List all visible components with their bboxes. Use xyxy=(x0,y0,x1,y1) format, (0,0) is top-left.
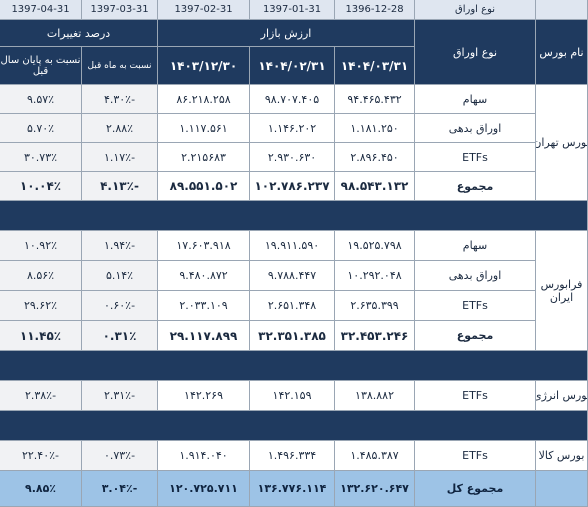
value-col-2-cell: ۳۲.۳۵۱.۳۸۵ xyxy=(250,321,335,351)
exchange-name-farabourse: فرابورس ایران xyxy=(536,231,588,351)
month-change-cell: ۵.۱۴٪ xyxy=(82,261,158,291)
security-type-cell: سهام xyxy=(415,231,536,261)
value-col-1-cell: ۲.۸۹۶.۴۵۰ xyxy=(335,143,415,172)
security-type-cell: ETFs xyxy=(415,291,536,321)
grand-total-y: ۹.۸۵٪ xyxy=(0,471,82,507)
value-col-3-cell: ۱۷.۶۰۳.۹۱۸ xyxy=(158,231,250,261)
month-change-cell: -۰.۶۰٪ xyxy=(82,291,158,321)
value-col-3-cell: ۹.۴۸۰.۸۷۲ xyxy=(158,261,250,291)
value-col-3-cell: ۱.۹۱۴.۰۴۰ xyxy=(158,441,250,471)
grand-total-v2: ۱۳۶.۷۷۶.۱۱۴ xyxy=(250,471,335,507)
grand-total-v3: ۱۲۰.۷۲۵.۷۱۱ xyxy=(158,471,250,507)
value-col-3-cell: ۸۶.۲۱۸.۲۵۸ xyxy=(158,85,250,114)
value-col-2-cell: ۹.۷۸۸.۴۴۷ xyxy=(250,261,335,291)
month-change-cell: -۱.۱۷٪ xyxy=(82,143,158,172)
section-divider xyxy=(0,351,588,381)
grand-total-v1: ۱۳۲.۶۲۰.۶۴۷ xyxy=(335,471,415,507)
value-col-2-cell: ۲.۹۳۰.۶۳۰ xyxy=(250,143,335,172)
year-change-cell: ۹.۵۷٪ xyxy=(0,85,82,114)
value-col-1-cell: ۱.۴۸۵.۳۸۷ xyxy=(335,441,415,471)
value-col-2-cell: ۱۰۲.۷۸۶.۲۳۷ xyxy=(250,172,335,201)
exchange-name-energy: بورس انرژی xyxy=(536,381,588,411)
security-type-cell: مجموع xyxy=(415,321,536,351)
year-change-cell: ۲۹.۶۲٪ xyxy=(0,291,82,321)
change-pct-header: درصد تغییرات xyxy=(0,20,158,47)
value-col-1-cell: ۱۹.۵۲۵.۷۹۸ xyxy=(335,231,415,261)
date-col-3: ۱۴۰۳/۱۲/۳۰ xyxy=(158,47,250,85)
value-col-3-cell: ۱۴۲.۲۶۹ xyxy=(158,381,250,411)
year-change-cell: ۱۰.۹۲٪ xyxy=(0,231,82,261)
value-col-1-cell: ۹۴.۴۶۵.۴۳۲ xyxy=(335,85,415,114)
value-col-2-cell: ۱.۴۹۶.۳۳۴ xyxy=(250,441,335,471)
month-change-cell: -۲.۳۱٪ xyxy=(82,381,158,411)
year-change-cell: ۱۰.۰۴٪ xyxy=(0,172,82,201)
vs-prev-month-header: نسبت به ماه قبل xyxy=(82,47,158,85)
security-type-cell: اوراق بدهی xyxy=(415,261,536,291)
vs-prev-year-header: نسبت به پایان سال قبل xyxy=(0,47,82,85)
security-type-cell: مجموع xyxy=(415,172,536,201)
value-col-2-cell: ۱۹.۹۱۱.۵۹۰ xyxy=(250,231,335,261)
value-col-1-cell: ۱۳۸.۸۸۲ xyxy=(335,381,415,411)
grand-total-m: -۳.۰۴٪ xyxy=(82,471,158,507)
value-col-3-cell: ۲.۲۱۵۶۸۳ xyxy=(158,143,250,172)
month-change-cell: ۲.۸۸٪ xyxy=(82,114,158,143)
section-divider xyxy=(0,201,588,231)
year-change-cell: ۵.۷۰٪ xyxy=(0,114,82,143)
month-change-cell: -۴.۳۰٪ xyxy=(82,85,158,114)
section-divider xyxy=(0,411,588,441)
grand-total-blank xyxy=(536,471,588,507)
value-col-1-cell: ۳۲.۴۵۳.۲۴۶ xyxy=(335,321,415,351)
header-type-label: نوع اوراق xyxy=(415,0,536,20)
date-col-2: ۱۴۰۴/۰۲/۳۱ xyxy=(250,47,335,85)
value-col-3-cell: ۲۹.۱۱۷.۸۹۹ xyxy=(158,321,250,351)
year-change-cell: -۲.۳۸٪ xyxy=(0,381,82,411)
value-col-3-cell: ۸۹.۵۵۱.۵۰۲ xyxy=(158,172,250,201)
value-col-2-cell: ۹۸.۷۰۷.۴۰۵ xyxy=(250,85,335,114)
month-change-cell: -۴.۱۳٪ xyxy=(82,172,158,201)
market-value-header: ارزش بازار xyxy=(158,20,415,47)
value-col-2-cell: ۱.۱۴۶.۲۰۲ xyxy=(250,114,335,143)
security-type-cell: اوراق بدهی xyxy=(415,114,536,143)
year-change-cell: ۸.۵۶٪ xyxy=(0,261,82,291)
value-col-1-cell: ۲.۶۳۵.۳۹۹ xyxy=(335,291,415,321)
exchange-name-kala: بورس کالا xyxy=(536,441,588,471)
value-col-1-cell: ۱۰.۲۹۲.۰۴۸ xyxy=(335,261,415,291)
year-change-cell: ۱۱.۴۵٪ xyxy=(0,321,82,351)
year-change-cell: ۳۰.۷۳٪ xyxy=(0,143,82,172)
header-date-1: 1397-04-31 xyxy=(0,0,82,20)
value-col-2-cell: ۱۴۲.۱۵۹ xyxy=(250,381,335,411)
header-date-2: 1397-03-31 xyxy=(82,0,158,20)
month-change-cell: -۱.۹۴٪ xyxy=(82,231,158,261)
value-col-1-cell: ۱.۱۸۱.۲۵۰ xyxy=(335,114,415,143)
exchange-name-tehran: بورس تهران xyxy=(536,85,588,201)
header-date-3: 1397-02-31 xyxy=(158,0,250,20)
header-date-4: 1397-01-31 xyxy=(250,0,335,20)
year-change-cell: -۲۲.۴۰٪ xyxy=(0,441,82,471)
month-change-cell: ۰.۳۱٪ xyxy=(82,321,158,351)
grand-total-label: مجموع کل xyxy=(415,471,536,507)
value-col-2-cell: ۲.۶۵۱.۳۴۸ xyxy=(250,291,335,321)
type-column-header: نوع اوراق xyxy=(415,20,536,85)
security-type-cell: سهام xyxy=(415,85,536,114)
header-date-5: 1396-12-28 xyxy=(335,0,415,20)
month-change-cell: -۰.۷۳٪ xyxy=(82,441,158,471)
exchange-column-header: نام بورس xyxy=(536,20,588,85)
value-col-3-cell: ۱.۱۱۷.۵۶۱ xyxy=(158,114,250,143)
security-type-cell: ETFs xyxy=(415,381,536,411)
header-blank xyxy=(536,0,588,20)
security-type-cell: ETFs xyxy=(415,441,536,471)
security-type-cell: ETFs xyxy=(415,143,536,172)
date-col-1: ۱۴۰۴/۰۳/۳۱ xyxy=(335,47,415,85)
value-col-1-cell: ۹۸.۵۴۳.۱۳۲ xyxy=(335,172,415,201)
value-col-3-cell: ۲.۰۳۳.۱۰۹ xyxy=(158,291,250,321)
